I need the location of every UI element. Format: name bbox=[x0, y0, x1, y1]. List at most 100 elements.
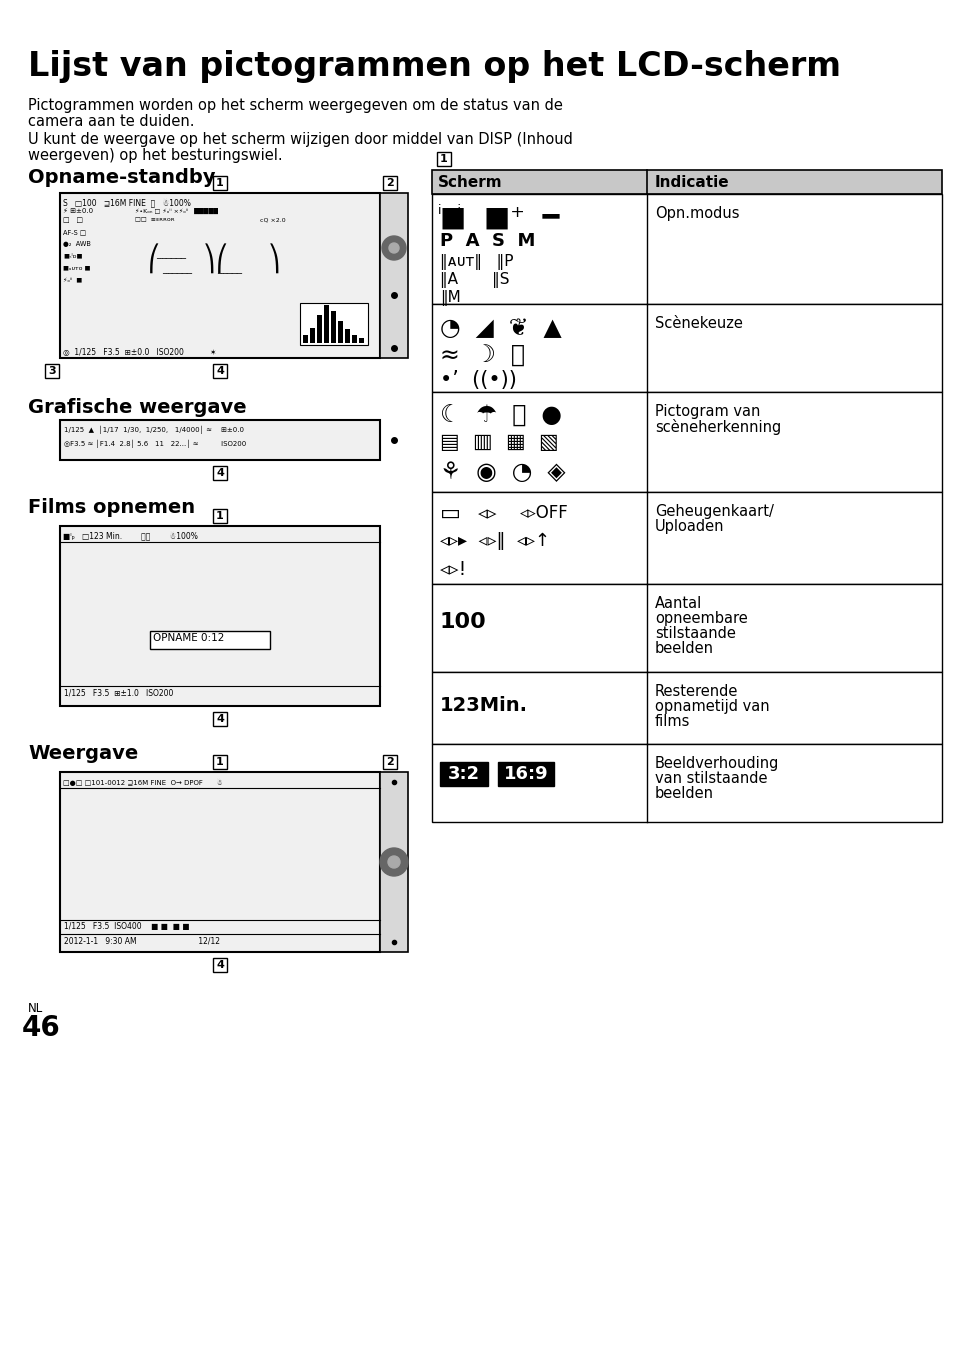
Text: 4: 4 bbox=[215, 366, 224, 377]
Bar bbox=[310, 328, 314, 343]
Text: ──────: ────── bbox=[156, 253, 186, 262]
Bar bbox=[432, 492, 941, 584]
Text: 1: 1 bbox=[216, 757, 224, 767]
Text: ──────: ────── bbox=[162, 268, 192, 277]
Bar bbox=[150, 631, 270, 650]
Bar bbox=[432, 391, 941, 492]
Bar bbox=[213, 176, 227, 190]
Text: Beeldverhouding: Beeldverhouding bbox=[655, 756, 779, 771]
Text: ⚡•Kₒₙ □ ⚡ₒⁱⁱ ×⚡ₒⁱⁱ   █████: ⚡•Kₒₙ □ ⚡ₒⁱⁱ ×⚡ₒⁱⁱ █████ bbox=[135, 208, 217, 214]
Circle shape bbox=[381, 235, 406, 260]
Text: 2: 2 bbox=[386, 178, 394, 188]
Text: Uploaden: Uploaden bbox=[655, 519, 723, 534]
Text: stilstaande: stilstaande bbox=[655, 625, 735, 642]
Text: films: films bbox=[655, 714, 690, 729]
Circle shape bbox=[389, 243, 398, 253]
Text: P  A  S  M: P A S M bbox=[439, 231, 535, 250]
Text: •’  ((•)): •’ ((•)) bbox=[439, 370, 517, 390]
Text: Lijst van pictogrammen op het LCD-scherm: Lijst van pictogrammen op het LCD-scherm bbox=[28, 50, 841, 83]
Bar bbox=[60, 420, 379, 460]
Text: 1: 1 bbox=[439, 153, 447, 164]
Text: ⚘  ◉  ◔  ◈: ⚘ ◉ ◔ ◈ bbox=[439, 460, 565, 484]
Bar bbox=[382, 176, 396, 190]
Bar bbox=[213, 712, 227, 726]
Text: Films opnemen: Films opnemen bbox=[28, 498, 195, 516]
Text: 1: 1 bbox=[216, 511, 224, 521]
Bar bbox=[213, 465, 227, 480]
Text: AF-S □: AF-S □ bbox=[63, 229, 86, 235]
Bar bbox=[213, 364, 227, 378]
Text: ●₂  AWB: ●₂ AWB bbox=[63, 241, 91, 247]
Text: 1/125   F3.5  ⊞±1.0   ISO200: 1/125 F3.5 ⊞±1.0 ISO200 bbox=[64, 689, 173, 697]
Text: ☾  ☂  ✊  ●: ☾ ☂ ✊ ● bbox=[439, 404, 561, 428]
Bar bbox=[303, 335, 308, 343]
Text: 4: 4 bbox=[215, 468, 224, 477]
Text: ◃▹OFF: ◃▹OFF bbox=[519, 504, 568, 522]
Text: Pictogram van: Pictogram van bbox=[655, 404, 760, 420]
Text: 2: 2 bbox=[386, 757, 394, 767]
Text: camera aan te duiden.: camera aan te duiden. bbox=[28, 114, 194, 129]
Bar bbox=[324, 305, 329, 343]
Text: ⎞: ⎞ bbox=[268, 243, 280, 273]
Text: ‖ᴀᴜᴛ‖   ‖P: ‖ᴀᴜᴛ‖ ‖P bbox=[439, 254, 513, 270]
Text: 1/125  ▲  │1/17  1/30,  1/250,   1/4000│ ≈    ⊞±0.0: 1/125 ▲ │1/17 1/30, 1/250, 1/4000│ ≈ ⊞±0… bbox=[64, 426, 244, 434]
Bar bbox=[352, 335, 356, 343]
Text: ⎛: ⎛ bbox=[148, 243, 160, 273]
Text: Aantal: Aantal bbox=[655, 596, 701, 611]
Text: van stilstaande: van stilstaande bbox=[655, 771, 767, 785]
Text: opnametijd van: opnametijd van bbox=[655, 699, 769, 714]
Text: □□  ≡ᴇʀʀᴏʀ: □□ ≡ᴇʀʀᴏʀ bbox=[135, 217, 174, 222]
Bar bbox=[213, 755, 227, 769]
Text: ─────: ───── bbox=[216, 268, 242, 277]
Text: ◔  ◢  ❦  ▲: ◔ ◢ ❦ ▲ bbox=[439, 316, 561, 340]
Text: Scherm: Scherm bbox=[437, 175, 502, 190]
Text: 3:2: 3:2 bbox=[448, 765, 479, 783]
Bar bbox=[299, 303, 368, 346]
Text: S   □100   ⊒16M FINE  ␠   ☃100%: S □100 ⊒16M FINE ␠ ☃100% bbox=[63, 199, 191, 208]
Bar bbox=[432, 584, 941, 672]
Text: ◎  1/125   F3.5  ⊞±0.0   ISO200           ✶: ◎ 1/125 F3.5 ⊞±0.0 ISO200 ✶ bbox=[63, 348, 216, 356]
Circle shape bbox=[388, 855, 399, 868]
Bar bbox=[45, 364, 59, 378]
Text: □●□ □101-0012 ⊒16M FINE  O→ DPOF      ☃: □●□ □101-0012 ⊒16M FINE O→ DPOF ☃ bbox=[63, 777, 222, 785]
Bar bbox=[358, 338, 364, 343]
Bar bbox=[213, 958, 227, 972]
Text: 46: 46 bbox=[22, 1014, 61, 1042]
Text: Geheugenkaart/: Geheugenkaart/ bbox=[655, 504, 773, 519]
Text: ≈  ☽  ✊: ≈ ☽ ✊ bbox=[439, 344, 524, 369]
Text: ⚡ₒⁱⁱ  ■: ⚡ₒⁱⁱ ■ bbox=[63, 277, 82, 282]
Bar bbox=[497, 763, 554, 785]
Text: NL: NL bbox=[28, 1002, 43, 1015]
Text: Grafische weergave: Grafische weergave bbox=[28, 398, 247, 417]
Bar bbox=[379, 772, 408, 952]
Text: ■ᴵₚ   □123 Min.        ␠␠        ☃100%: ■ᴵₚ □123 Min. ␠␠ ☃100% bbox=[63, 533, 197, 542]
Text: Indicatie: Indicatie bbox=[655, 175, 729, 190]
Text: 4: 4 bbox=[215, 714, 224, 724]
Text: ⚡ ⊞±0.0: ⚡ ⊞±0.0 bbox=[63, 208, 93, 214]
Text: ⎛: ⎛ bbox=[215, 243, 229, 273]
Bar bbox=[60, 192, 379, 358]
Text: 100: 100 bbox=[439, 612, 486, 632]
Text: 1/125   F3.5  ISO400    ■ ■  ■ ■: 1/125 F3.5 ISO400 ■ ■ ■ ■ bbox=[64, 923, 190, 931]
Bar bbox=[213, 508, 227, 523]
Text: ⎞: ⎞ bbox=[203, 243, 215, 273]
Bar bbox=[337, 321, 343, 343]
Text: ◃▹: ◃▹ bbox=[477, 504, 497, 523]
Text: Scènekeuze: Scènekeuze bbox=[655, 316, 742, 331]
Text: beelden: beelden bbox=[655, 785, 713, 802]
Text: □   □: □ □ bbox=[63, 217, 83, 223]
Text: ◃▹▸  ◃▹‖  ◃▹↑: ◃▹▸ ◃▹‖ ◃▹↑ bbox=[439, 533, 550, 550]
Text: ■  ■⁺  ━: ■ ■⁺ ━ bbox=[439, 204, 558, 231]
Text: 16:9: 16:9 bbox=[503, 765, 548, 783]
Text: scèneherkenning: scèneherkenning bbox=[655, 420, 781, 434]
Text: ◎F3.5 ≈ │F1.4  2.8│ 5.6   11   22...│ ≈          ISO200: ◎F3.5 ≈ │F1.4 2.8│ 5.6 11 22...│ ≈ ISO20… bbox=[64, 440, 246, 448]
Text: U kunt de weergave op het scherm wijzigen door middel van DISP (Inhoud: U kunt de weergave op het scherm wijzige… bbox=[28, 132, 572, 147]
Bar bbox=[379, 192, 408, 358]
Text: 4: 4 bbox=[215, 960, 224, 970]
Text: i    i: i i bbox=[437, 204, 460, 217]
Text: 3: 3 bbox=[49, 366, 56, 377]
Text: Weergave: Weergave bbox=[28, 744, 138, 763]
Bar bbox=[382, 755, 396, 769]
Bar bbox=[439, 763, 488, 785]
Text: ■ₐᴜᴛᴏ ■: ■ₐᴜᴛᴏ ■ bbox=[63, 265, 91, 270]
